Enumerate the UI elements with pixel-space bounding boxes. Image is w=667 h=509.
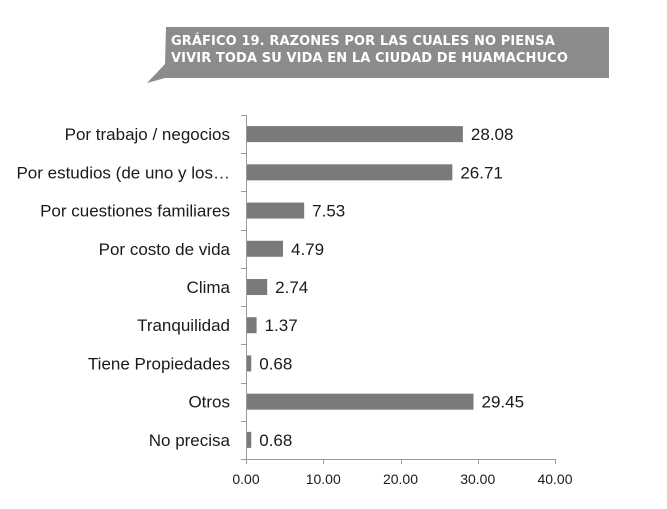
bar: [246, 355, 252, 372]
bar: [246, 240, 284, 257]
data-label: 7.53: [312, 202, 345, 221]
data-label: 0.68: [259, 354, 292, 373]
data-label: 1.37: [265, 316, 298, 335]
data-label: 2.74: [275, 278, 308, 297]
category-label: Clima: [187, 278, 231, 297]
bar: [246, 279, 268, 295]
bar: [246, 202, 305, 219]
bar: [246, 164, 453, 181]
category-label: Otros: [188, 393, 230, 412]
x-tick-label: 10.00: [306, 471, 341, 487]
category-label: Por costo de vida: [99, 240, 231, 259]
category-label: Tranquilidad: [137, 316, 230, 335]
data-label: 28.08: [471, 125, 514, 144]
data-label: 4.79: [291, 240, 324, 259]
category-label: Por trabajo / negocios: [65, 125, 230, 144]
category-label: No precisa: [149, 431, 231, 450]
data-label: 26.71: [460, 163, 503, 182]
chart-title: GRÁFICO 19. RAZONES POR LAS CUALES NO PI…: [171, 34, 568, 66]
category-label: Tiene Propiedades: [88, 354, 230, 373]
bar: [246, 126, 463, 143]
category-label: Por estudios (de uno y los…: [16, 163, 230, 182]
x-tick-label: 40.00: [537, 471, 572, 487]
data-label: 0.68: [259, 431, 292, 450]
bar: [246, 431, 252, 448]
data-label: 29.45: [482, 393, 525, 412]
x-tick-label: 20.00: [383, 471, 418, 487]
category-label: Por cuestiones familiares: [40, 202, 230, 221]
bar: [246, 317, 257, 334]
title-banner-shape: [147, 27, 609, 83]
bar: [246, 393, 474, 410]
x-tick-label: 30.00: [460, 471, 495, 487]
title-banner: [147, 27, 609, 83]
x-tick-label: 0.00: [232, 471, 259, 487]
